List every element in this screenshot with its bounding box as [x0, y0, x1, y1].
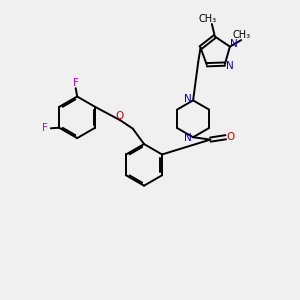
- Text: F: F: [42, 123, 48, 133]
- Text: O: O: [227, 132, 235, 142]
- Text: CH₃: CH₃: [233, 30, 251, 40]
- Text: O: O: [115, 111, 124, 121]
- Text: N: N: [230, 39, 238, 49]
- Text: CH₃: CH₃: [198, 14, 217, 24]
- Text: N: N: [184, 133, 192, 143]
- Text: N: N: [226, 61, 233, 71]
- Text: N: N: [184, 94, 192, 104]
- Text: F: F: [73, 78, 79, 88]
